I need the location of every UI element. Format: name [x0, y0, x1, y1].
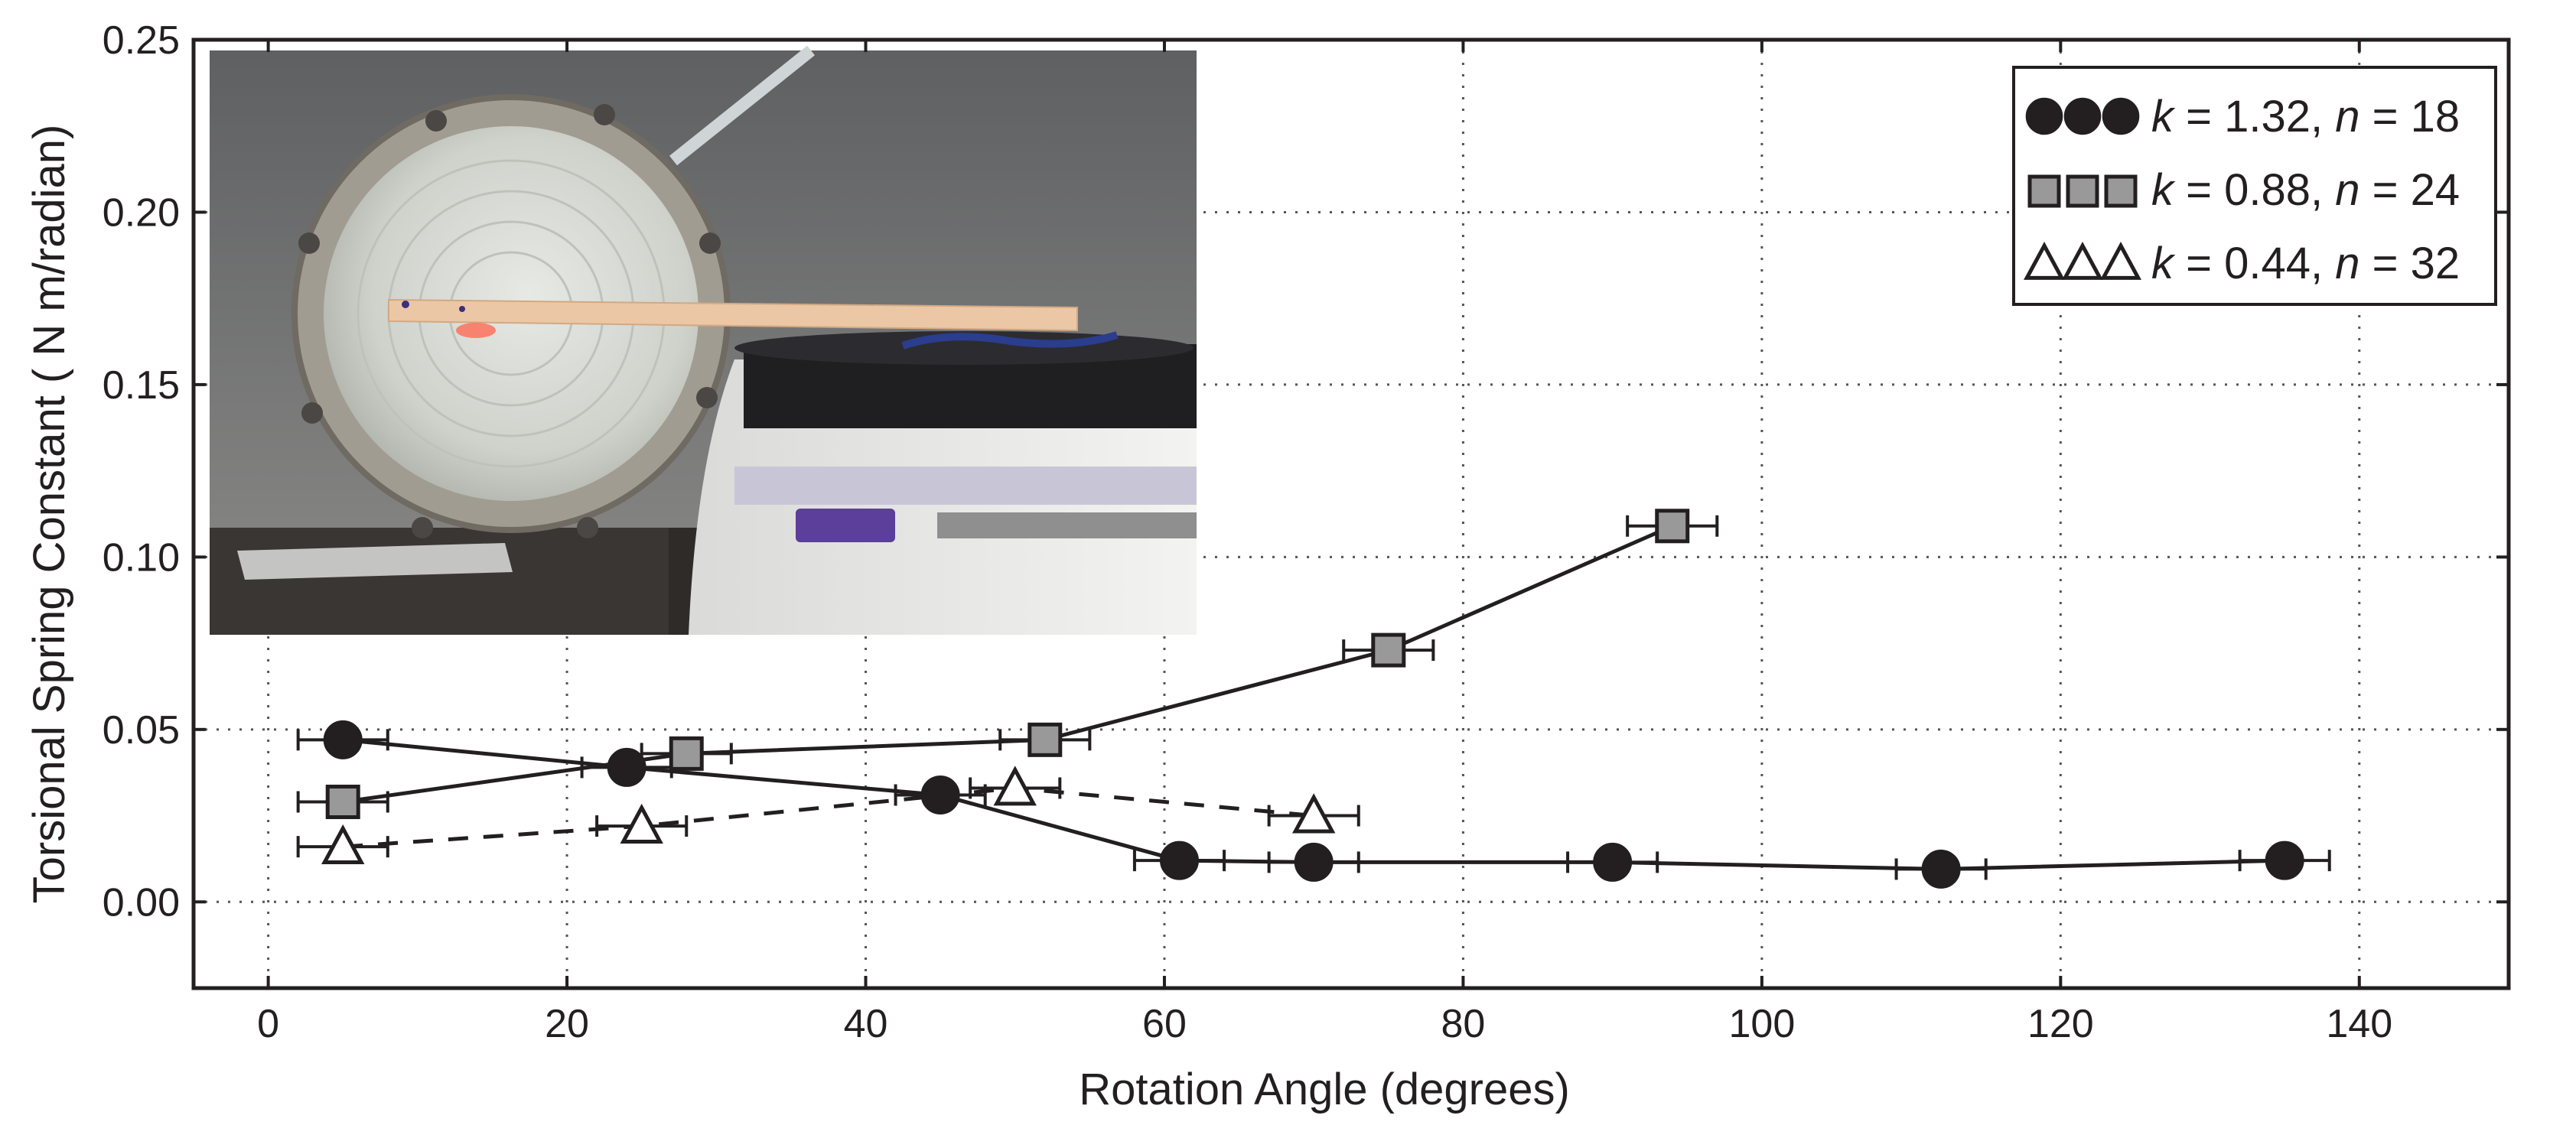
- data-point-triangle: [321, 824, 365, 865]
- data-point-square: [1371, 632, 1406, 668]
- x-tick-label: 80: [1441, 1002, 1485, 1046]
- y-tick-label: 0.25: [103, 18, 180, 63]
- legend-n-value: = 24: [2359, 165, 2460, 215]
- series-line-triangle: [343, 785, 1314, 849]
- legend-k-value: = 0.44,: [2174, 239, 2335, 288]
- y-tick-label: 0.05: [103, 708, 180, 753]
- data-point-triangle: [620, 803, 663, 844]
- legend-marker-square: [2066, 174, 2099, 208]
- legend-marker-square: [2027, 174, 2061, 208]
- x-tick-label: 60: [1142, 1002, 1187, 1046]
- legend-marker-triangle: [2024, 241, 2065, 280]
- x-tick-label: 20: [545, 1002, 589, 1046]
- data-layer: [296, 509, 2331, 889]
- axis-ticks: 0 20 40 60 80 100 120 140 0.00 0.05 0.10 0.15 0.20 0.…: [103, 18, 2509, 1046]
- legend-marker-circle: [2102, 97, 2140, 135]
- legend-n-value: = 18: [2359, 92, 2460, 141]
- legend-n-value: = 32: [2359, 239, 2460, 288]
- x-axis-label: Rotation Angle (degrees): [1079, 1065, 1570, 1114]
- data-point-square: [1655, 509, 1690, 544]
- data-point-square: [669, 736, 704, 771]
- legend-label: k = 0.88, n = 24: [2151, 165, 2460, 215]
- legend-marker-square: [2104, 174, 2138, 208]
- legend-entries: k = 1.32, n = 18k = 0.88, n = 24k = 0.44…: [2024, 92, 2460, 288]
- legend-marker-triangle: [2062, 241, 2103, 280]
- data-point-circle: [920, 775, 960, 814]
- legend-k-symbol: k: [2151, 92, 2176, 141]
- data-point-triangle: [993, 766, 1037, 806]
- data-point-circle: [1593, 842, 1633, 882]
- legend-k-value: = 0.88,: [2174, 165, 2335, 215]
- y-tick-label: 0.20: [103, 190, 180, 235]
- data-point-circle: [1294, 842, 1334, 882]
- legend-marker-circle: [2025, 97, 2063, 135]
- data-point-circle: [607, 747, 646, 787]
- data-point-circle: [2265, 840, 2304, 880]
- y-tick-label: 0.15: [103, 363, 180, 408]
- legend-n-symbol: n: [2335, 92, 2359, 141]
- data-point-circle: [1159, 840, 1199, 880]
- x-tick-label: 120: [2027, 1002, 2094, 1046]
- legend-label: k = 0.44, n = 32: [2151, 239, 2460, 288]
- x-tick-label: 140: [2326, 1002, 2392, 1046]
- axes-frame: [191, 37, 2511, 990]
- x-tick-label: 0: [257, 1002, 279, 1046]
- y-tick-label: 0.00: [103, 880, 180, 925]
- data-point-circle: [323, 720, 363, 759]
- legend-marker-triangle: [2100, 241, 2141, 280]
- legend-k-symbol: k: [2151, 165, 2176, 215]
- data-point-triangle: [1292, 793, 1336, 834]
- series-line-circle: [342, 737, 2285, 871]
- y-tick-label: 0.10: [103, 535, 180, 580]
- data-point-circle: [1921, 849, 1961, 889]
- legend-n-symbol: n: [2335, 239, 2359, 288]
- data-point-square: [325, 785, 360, 820]
- legend-marker-circle: [2063, 97, 2102, 135]
- y-axis-label: Torsional Spring Constant ( N m/radian): [24, 125, 74, 904]
- inset-photo: [210, 45, 1197, 635]
- legend: k = 1.32, n = 18k = 0.88, n = 24k = 0.44…: [2012, 66, 2497, 306]
- x-tick-label: 100: [1728, 1002, 1795, 1046]
- legend-n-symbol: n: [2335, 165, 2359, 215]
- legend-label: k = 1.32, n = 18: [2151, 92, 2460, 141]
- legend-k-symbol: k: [2151, 239, 2176, 288]
- x-tick-label: 40: [844, 1002, 888, 1046]
- legend-k-value: = 1.32,: [2174, 92, 2335, 141]
- data-point-square: [1027, 722, 1063, 757]
